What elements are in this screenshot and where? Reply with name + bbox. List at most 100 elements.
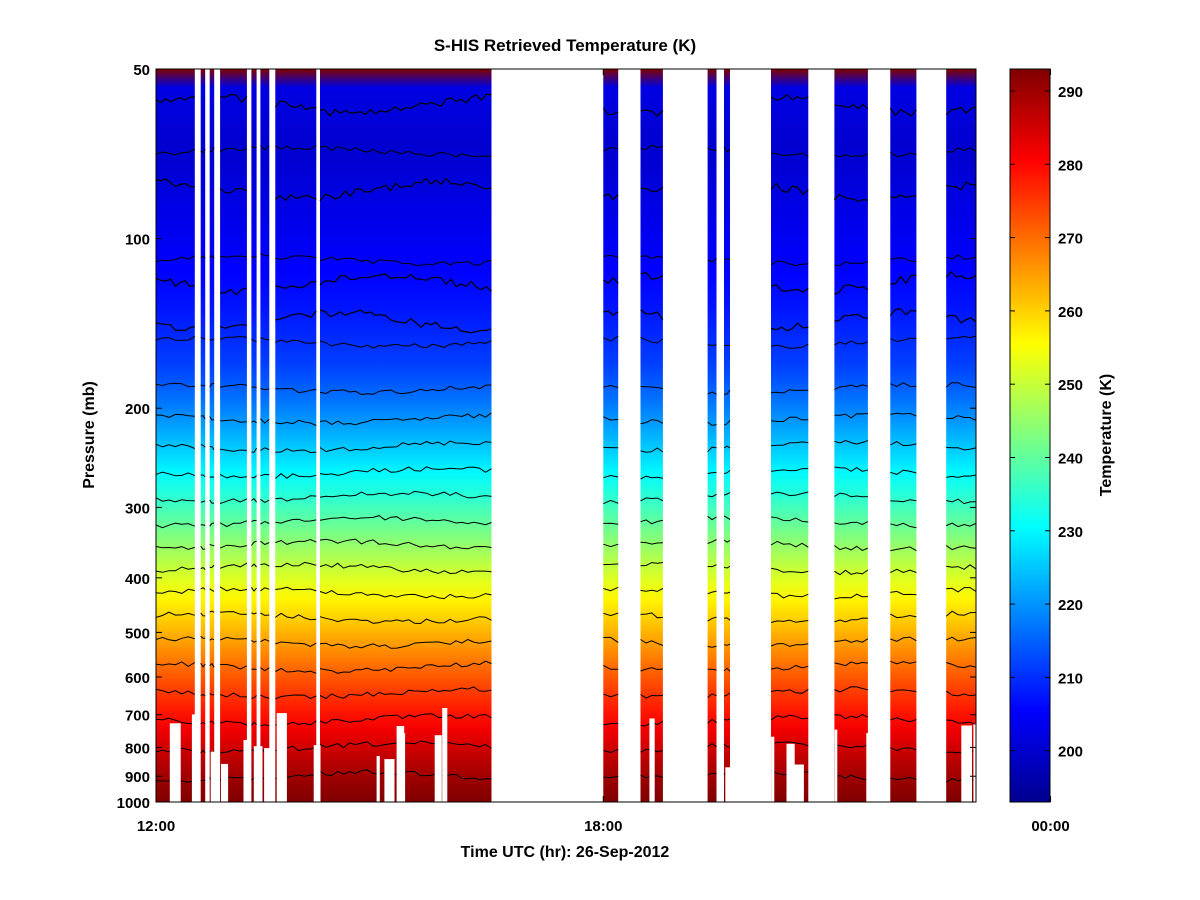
contour-260K-21 xyxy=(1185,621,1191,623)
contour-255K-19 xyxy=(1110,593,1129,596)
data-column-3 xyxy=(220,69,247,802)
contour-215K-5 xyxy=(260,387,270,391)
contour-210K-4 xyxy=(251,338,257,343)
contour-210K-12 xyxy=(770,343,809,349)
contour-245K-8 xyxy=(603,543,619,548)
cloud-gap-21-0 xyxy=(1188,735,1197,802)
contour-255K-18 xyxy=(1058,590,1088,592)
contour-250K-2 xyxy=(209,564,215,568)
contour-290K-20 xyxy=(1140,771,1177,775)
colorbar-tick-label-220: 220 xyxy=(1058,597,1083,614)
contour-270K-14 xyxy=(890,660,917,665)
contour-255K-20 xyxy=(1140,594,1177,598)
colorbar-tick-label-270: 270 xyxy=(1058,231,1083,248)
contour-225K-12 xyxy=(770,441,809,447)
contour-220K-12 xyxy=(770,416,809,423)
contour-220K-3 xyxy=(220,419,247,423)
colorbar-tick-label-280: 280 xyxy=(1058,157,1083,174)
x-tick-label-18:00: 18:00 xyxy=(584,818,622,835)
contour-245K-9 xyxy=(640,541,663,545)
contour-280K-4 xyxy=(251,721,257,726)
upper-contour-120-7 xyxy=(319,273,492,292)
contour-200K-2 xyxy=(209,147,215,153)
data-column-1 xyxy=(200,69,206,802)
contour-240K-10 xyxy=(707,515,717,521)
contour-205K-4 xyxy=(251,255,257,259)
contour-265K-20 xyxy=(1140,643,1177,648)
contour-200K-10 xyxy=(707,147,717,152)
contour-260K-9 xyxy=(640,612,663,619)
upper-contour-140-8 xyxy=(603,310,619,316)
cloud-gap-15-1 xyxy=(961,725,972,802)
contour-280K-3 xyxy=(219,720,248,726)
contour-265K-12 xyxy=(770,643,809,647)
contour-275K-16 xyxy=(991,695,999,699)
contour-260K-7 xyxy=(319,616,492,625)
surface-noise xyxy=(169,708,1197,802)
contour-250K-0 xyxy=(156,566,195,573)
cloud-gap-12-0 xyxy=(771,736,775,802)
contour-250K-4 xyxy=(251,563,257,568)
upper-contour-58-20 xyxy=(1140,105,1177,115)
data-column-14 xyxy=(890,69,917,802)
cloud-gap-20-1 xyxy=(1150,759,1156,802)
y-tick-label-100: 100 xyxy=(125,232,150,249)
cloud-gap-7-11 xyxy=(400,733,406,802)
colorbar: 200 210 220 230 240 250 260 270 280 290 xyxy=(1009,68,1083,803)
contour-265K-0 xyxy=(156,636,195,642)
contour-255K-7 xyxy=(319,590,492,600)
cloud-gap-0-0 xyxy=(191,714,197,802)
contour-245K-1 xyxy=(200,545,206,550)
contour-230K-10 xyxy=(707,471,717,474)
contour-265K-7 xyxy=(319,638,492,649)
data-column-0 xyxy=(156,69,195,802)
contour-215K-14 xyxy=(890,382,917,387)
contour-205K-2 xyxy=(209,254,215,259)
cloud-gap-5-0 xyxy=(264,748,275,802)
contour-235K-5 xyxy=(260,498,270,503)
contour-225K-11 xyxy=(723,445,731,449)
contour-250K-8 xyxy=(603,563,619,566)
contour-265K-11 xyxy=(723,643,731,646)
contour-235K-18 xyxy=(1058,494,1088,500)
contour-270K-1 xyxy=(200,662,206,668)
contour-285K-21 xyxy=(1185,744,1191,745)
cloud-gap-11-0 xyxy=(725,767,731,802)
contour-270K-5 xyxy=(260,667,270,672)
upper-contour-58-0 xyxy=(156,96,195,104)
y-tick-label-900: 900 xyxy=(125,769,150,786)
y-tick-label-50: 50 xyxy=(133,62,150,79)
contour-220K-4 xyxy=(251,420,257,424)
upper-contour-120-19 xyxy=(1110,288,1129,293)
contour-285K-8 xyxy=(603,748,619,754)
data-column-10 xyxy=(707,69,717,802)
data-column-12 xyxy=(771,69,809,802)
contour-260K-13 xyxy=(834,617,868,623)
contour-225K-21 xyxy=(1185,443,1191,445)
contour-255K-11 xyxy=(723,591,731,594)
contour-285K-20 xyxy=(1140,742,1177,745)
contour-275K-7 xyxy=(319,686,492,700)
contour-235K-8 xyxy=(603,499,619,505)
contour-270K-2 xyxy=(209,662,215,668)
contour-200K-15 xyxy=(946,147,976,153)
contour-245K-14 xyxy=(890,546,917,552)
contour-200K-19 xyxy=(1110,149,1129,153)
contour-225K-15 xyxy=(946,446,976,451)
contour-205K-14 xyxy=(890,257,917,263)
contour-205K-20 xyxy=(1140,261,1177,266)
contour-280K-21 xyxy=(1185,715,1191,718)
contour-225K-13 xyxy=(834,439,869,445)
upper-contour-58-6 xyxy=(274,100,317,111)
cloud-gap-3-0 xyxy=(221,763,229,802)
colorbar-tick-label-290: 290 xyxy=(1058,84,1083,101)
cloud-gap-12-2 xyxy=(786,743,795,802)
contour-200K-6 xyxy=(275,145,317,150)
contour-260K-20 xyxy=(1140,619,1177,622)
data-column-5 xyxy=(260,69,270,802)
contour-270K-6 xyxy=(275,667,317,674)
contour-215K-11 xyxy=(724,389,731,395)
contour-245K-6 xyxy=(275,538,317,545)
cloud-gap-18-1 xyxy=(1059,727,1064,802)
